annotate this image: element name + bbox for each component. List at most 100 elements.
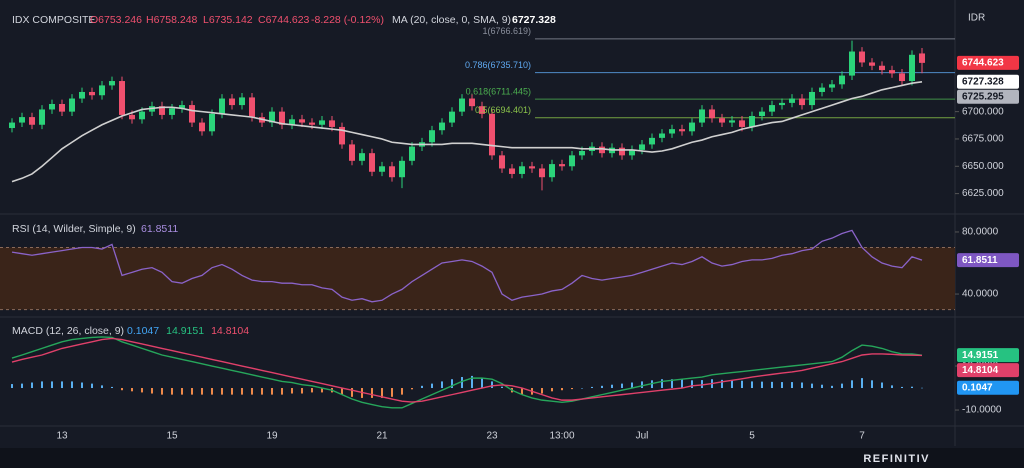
ma-label: MA (20, close, 0, SMA, 9) xyxy=(392,14,511,26)
histogram-bar xyxy=(581,388,583,389)
price-tag-label: 14.8104 xyxy=(962,365,999,376)
candle-body xyxy=(899,73,905,82)
candle-body xyxy=(139,111,145,120)
histogram-bar xyxy=(381,388,383,398)
candle-body xyxy=(49,103,55,110)
histogram-bar xyxy=(151,388,153,394)
histogram-bar xyxy=(401,388,403,395)
price-tag xyxy=(957,74,1019,89)
x-tick-label: 23 xyxy=(486,431,498,442)
footer-bar xyxy=(0,448,1024,468)
histogram-bar xyxy=(241,388,243,395)
candle-body xyxy=(649,137,655,145)
candle-body xyxy=(459,98,465,112)
histogram-bar xyxy=(371,388,373,398)
x-tick-label: 19 xyxy=(266,431,278,442)
candle-body xyxy=(719,118,725,123)
candle-body xyxy=(229,98,235,106)
histogram-bar xyxy=(131,388,133,392)
price-tag xyxy=(957,348,1019,363)
histogram-bar xyxy=(881,382,883,389)
x-tick-label: 15 xyxy=(166,431,178,442)
ohlc-change: -8.228 (-0.12%) xyxy=(311,14,384,26)
axis-title: IDR xyxy=(968,13,985,24)
histogram-bar xyxy=(631,382,633,389)
candle-body xyxy=(309,122,315,125)
candle-body xyxy=(529,166,535,169)
macd-label: MACD (12, 26, close, 9) xyxy=(12,325,124,337)
histogram-bar xyxy=(301,388,303,394)
histogram-bar xyxy=(51,381,53,389)
histogram-bar xyxy=(251,388,253,395)
candle-body xyxy=(619,147,625,156)
histogram-bar xyxy=(291,388,293,394)
candle-body xyxy=(479,106,485,114)
candle-body xyxy=(659,133,665,138)
candle-body xyxy=(389,166,395,178)
candle-body xyxy=(599,146,605,154)
candle-body xyxy=(299,119,305,123)
candle-body xyxy=(919,53,925,63)
ma-value: 6727.328 xyxy=(512,14,556,26)
candle-body xyxy=(569,155,575,167)
candle-body xyxy=(199,122,205,132)
candle-body xyxy=(469,98,475,107)
histogram-bar xyxy=(761,381,763,389)
histogram-bar xyxy=(481,378,483,389)
histogram-bar xyxy=(671,379,673,389)
histogram-bar xyxy=(221,388,223,395)
candle-body xyxy=(749,116,755,127)
candle-body xyxy=(399,160,405,178)
price-tag xyxy=(957,380,1019,395)
ohlc-open: O6753.246 xyxy=(90,14,142,26)
candle-body xyxy=(789,98,795,103)
histogram-bar xyxy=(441,381,443,389)
macd-line xyxy=(11,336,923,409)
candle-body xyxy=(269,111,275,123)
candle-body xyxy=(109,81,115,86)
candle-body xyxy=(89,91,95,96)
histogram-bar xyxy=(791,382,793,389)
histogram-bar xyxy=(851,380,853,389)
histogram-bar xyxy=(231,388,233,395)
histogram-bar xyxy=(141,388,143,393)
histogram-bar xyxy=(161,388,163,395)
y-tick-label: 80.0000 xyxy=(962,227,999,238)
candle-body xyxy=(689,122,695,132)
histogram-bar xyxy=(471,375,473,389)
candle-body xyxy=(759,111,765,117)
histogram-bar xyxy=(101,385,103,389)
histogram-bar xyxy=(541,388,543,394)
candle-body xyxy=(169,108,175,115)
x-tick-label: 21 xyxy=(376,431,388,442)
candle-body xyxy=(409,146,415,161)
histogram-bar xyxy=(661,379,663,389)
histogram-bar xyxy=(11,384,13,389)
price-tag-label: 6727.328 xyxy=(962,76,1004,87)
candle-body xyxy=(69,98,75,112)
fib-label: 1(6766.619) xyxy=(482,26,531,36)
candle-body xyxy=(699,109,705,123)
x-tick-label: 5 xyxy=(749,431,755,442)
candle-body xyxy=(29,117,35,125)
candle-body xyxy=(829,84,835,88)
candle-body xyxy=(799,98,805,106)
fib-label: 0.618(6711.445) xyxy=(466,87,531,97)
histogram-bar xyxy=(391,388,393,397)
histogram-bar xyxy=(831,385,833,389)
histogram-bar xyxy=(681,379,683,389)
histogram-bar xyxy=(811,383,813,389)
candle-body xyxy=(559,164,565,167)
candle-body xyxy=(379,166,385,172)
y-tick-label: 6675.000 xyxy=(962,134,1004,145)
price-tag-label: 0.1047 xyxy=(962,382,993,393)
candle-body xyxy=(519,166,525,174)
price-tag-label: 6744.623 xyxy=(962,58,1004,69)
histogram-bar xyxy=(591,386,593,389)
histogram-bar xyxy=(801,382,803,389)
candle-body xyxy=(119,81,125,115)
price-tag-label: 14.9151 xyxy=(962,350,999,361)
histogram-bar xyxy=(731,380,733,389)
candle-body xyxy=(549,164,555,178)
